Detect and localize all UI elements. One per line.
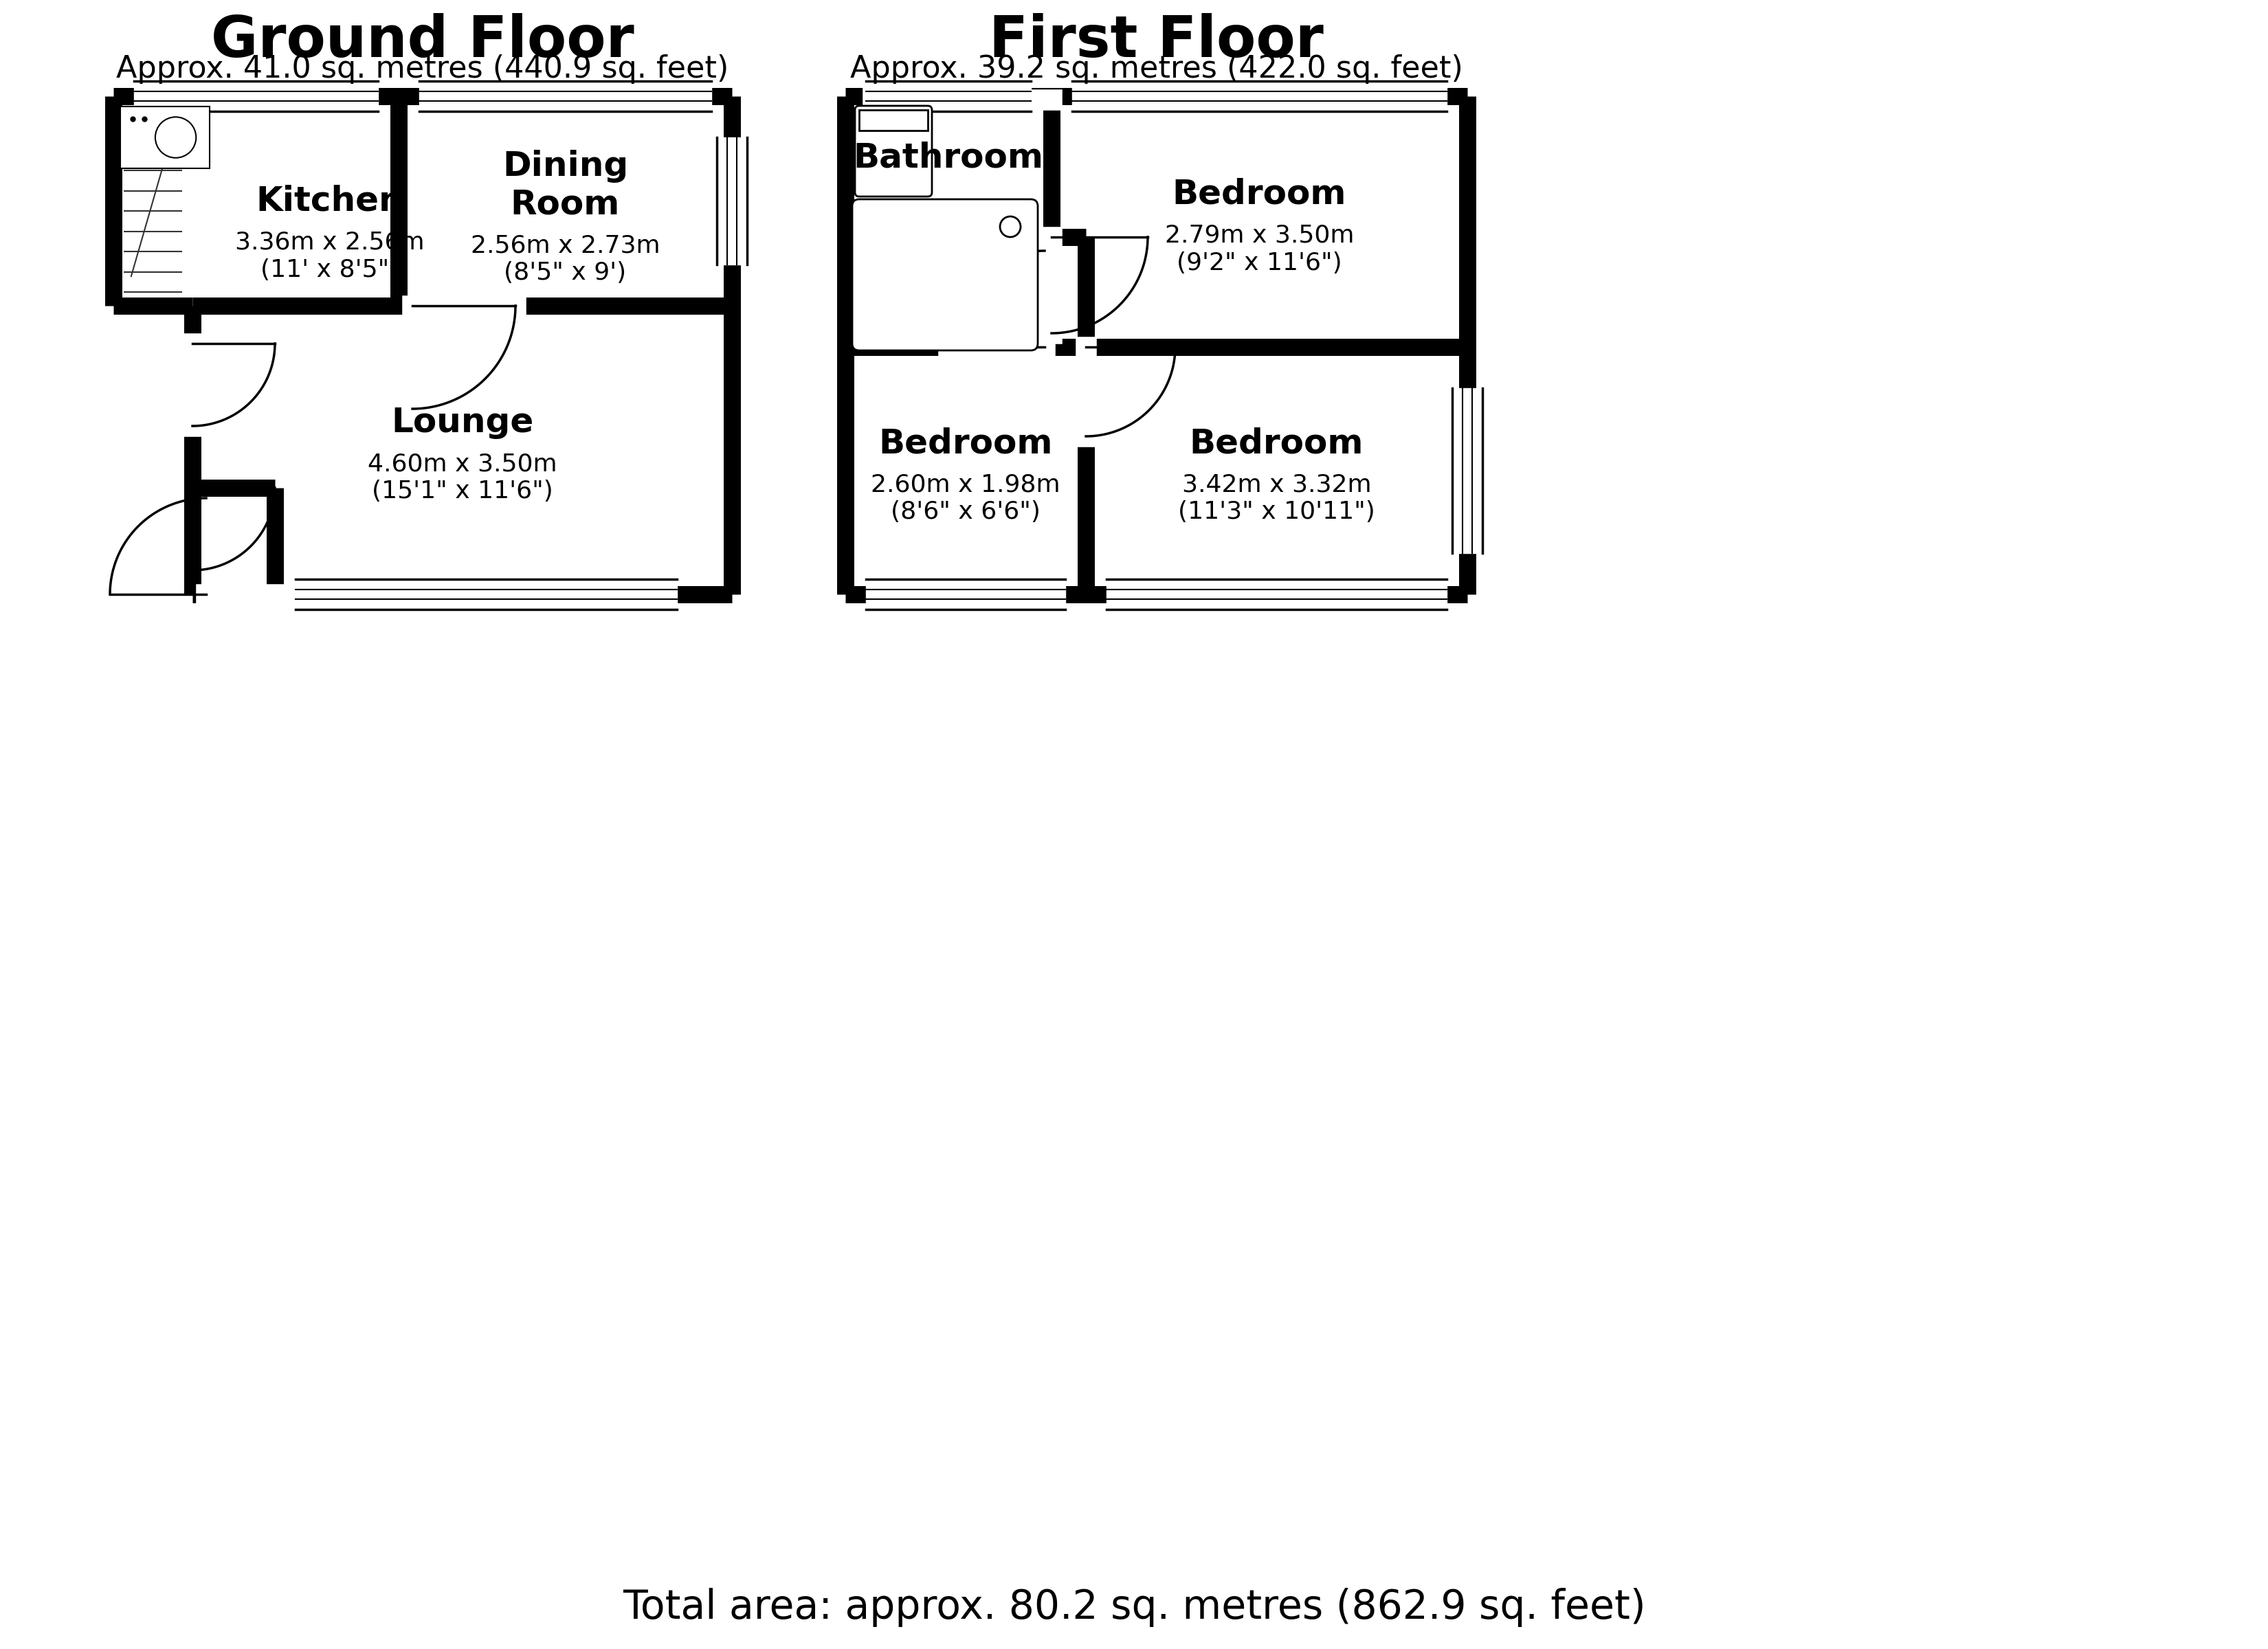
Text: 2.56m x 2.73m: 2.56m x 2.73m bbox=[469, 234, 660, 257]
Text: Bedroom: Bedroom bbox=[1188, 427, 1363, 460]
Text: (15'1" x 11'6"): (15'1" x 11'6") bbox=[372, 480, 553, 503]
Text: Bathroom: Bathroom bbox=[853, 142, 1043, 175]
Text: Bedroom: Bedroom bbox=[1173, 178, 1347, 211]
Bar bbox=[860, 110, 928, 130]
Text: Kitchen: Kitchen bbox=[256, 185, 404, 218]
Text: Dining: Dining bbox=[501, 150, 628, 183]
Text: Approx. 41.0 sq. metres (440.9 sq. feet): Approx. 41.0 sq. metres (440.9 sq. feet) bbox=[116, 54, 728, 84]
Text: (9'2" x 11'6"): (9'2" x 11'6") bbox=[1177, 251, 1343, 274]
Text: (8'6" x 6'6"): (8'6" x 6'6") bbox=[891, 500, 1041, 524]
Text: Total area: approx. 80.2 sq. metres (862.9 sq. feet): Total area: approx. 80.2 sq. metres (862… bbox=[621, 1588, 1647, 1628]
Text: 4.60m x 3.50m: 4.60m x 3.50m bbox=[367, 452, 558, 475]
Text: (11'3" x 10'11"): (11'3" x 10'11") bbox=[1177, 500, 1374, 524]
Text: Room: Room bbox=[510, 188, 619, 221]
Text: 3.36m x 2.56m: 3.36m x 2.56m bbox=[236, 231, 424, 254]
Text: (8'5" x 9'): (8'5" x 9') bbox=[503, 262, 626, 285]
Text: Ground Floor: Ground Floor bbox=[211, 13, 635, 69]
Text: Lounge: Lounge bbox=[390, 406, 533, 439]
Text: 2.79m x 3.50m: 2.79m x 3.50m bbox=[1166, 224, 1354, 247]
Text: Approx. 39.2 sq. metres (422.0 sq. feet): Approx. 39.2 sq. metres (422.0 sq. feet) bbox=[850, 54, 1463, 84]
Text: First Floor: First Floor bbox=[989, 13, 1325, 69]
Bar bbox=[120, 107, 209, 168]
Text: (11' x 8'5"): (11' x 8'5") bbox=[261, 257, 399, 282]
Text: Bedroom: Bedroom bbox=[878, 427, 1052, 460]
Text: 3.42m x 3.32m: 3.42m x 3.32m bbox=[1182, 473, 1372, 496]
Circle shape bbox=[1000, 216, 1021, 237]
FancyBboxPatch shape bbox=[855, 106, 932, 196]
FancyBboxPatch shape bbox=[853, 200, 1039, 350]
Text: 2.60m x 1.98m: 2.60m x 1.98m bbox=[871, 473, 1061, 496]
Circle shape bbox=[154, 117, 195, 158]
